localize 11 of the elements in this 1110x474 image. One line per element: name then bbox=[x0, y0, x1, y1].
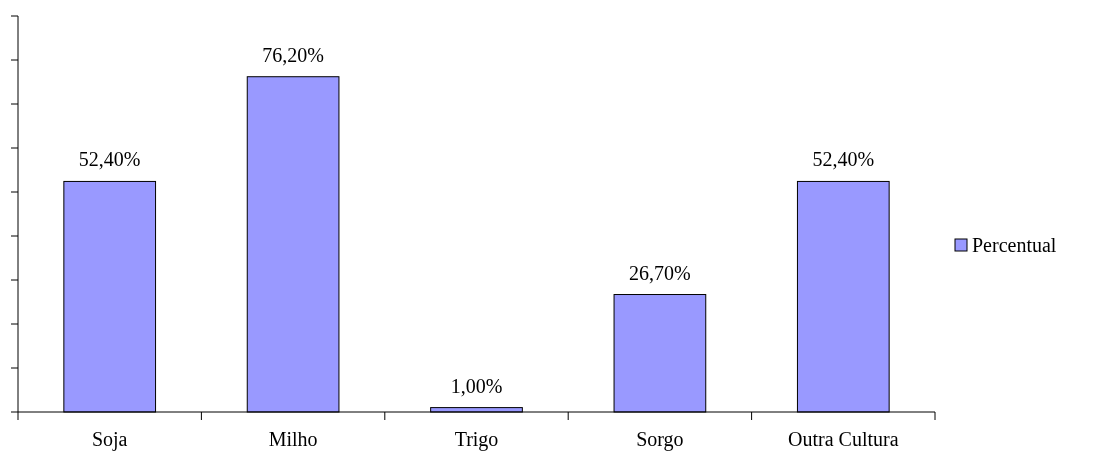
data-label: 1,00% bbox=[450, 374, 503, 397]
x-tick-label: Outra Cultura bbox=[788, 428, 899, 450]
x-tick-label: Sorgo bbox=[636, 428, 684, 451]
x-tick-label: Soja bbox=[91, 428, 128, 451]
data-label: 52,40% bbox=[78, 148, 141, 171]
legend-label: Percentual bbox=[972, 234, 1057, 256]
x-tick-label: Trigo bbox=[454, 428, 499, 451]
data-label: 76,20% bbox=[262, 43, 324, 66]
data-label: 52,40% bbox=[812, 148, 875, 171]
x-tick-label: Milho bbox=[268, 428, 318, 450]
data-label: 26,70% bbox=[629, 261, 691, 284]
